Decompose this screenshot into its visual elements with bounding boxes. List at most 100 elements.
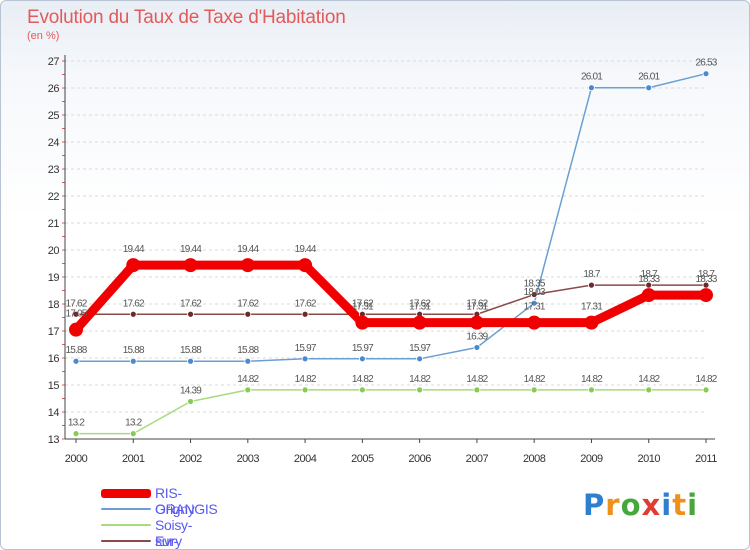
logo-letter: r [605, 488, 621, 522]
data-point [469, 315, 484, 330]
data-label: 17.05 [65, 309, 87, 320]
data-label: 14.82 [581, 374, 603, 385]
data-point [301, 386, 309, 394]
y-tick-label: 18 [48, 299, 60, 311]
logo-letter: i [661, 488, 673, 522]
data-label: 18.33 [695, 274, 717, 285]
x-tick-label: 2002 [179, 453, 202, 465]
x-tick-label: 2007 [466, 453, 489, 465]
proxiti-logo: Proxiti [583, 488, 698, 522]
y-tick-label: 19 [48, 272, 60, 284]
y-tick-label: 26 [48, 83, 60, 95]
data-label: 15.88 [237, 345, 259, 356]
x-tick-label: 2008 [523, 453, 546, 465]
y-tick-label: 22 [48, 191, 60, 203]
x-tick-label: 2000 [65, 453, 88, 465]
data-label: 18.7 [641, 269, 659, 280]
data-point [358, 386, 366, 394]
data-label: 17.31 [409, 302, 431, 313]
y-tick-label: 15 [48, 380, 60, 392]
y-tick-label: 24 [48, 137, 60, 149]
data-label: 17.62 [123, 298, 145, 309]
data-label: 17.31 [581, 302, 603, 313]
y-tick-label: 16 [48, 353, 60, 365]
data-label: 13.2 [68, 418, 86, 429]
x-tick-label: 2009 [580, 453, 603, 465]
data-point [72, 310, 80, 318]
data-point [126, 258, 141, 273]
data-label: 18.35 [524, 279, 546, 290]
data-label: 26.01 [638, 72, 660, 83]
data-label: 17.31 [524, 302, 546, 313]
data-label: 14.82 [237, 374, 259, 385]
data-label: 15.97 [295, 343, 317, 354]
data-label: 18.33 [638, 274, 660, 285]
data-label: 19.44 [295, 244, 317, 255]
data-label: 17.62 [180, 298, 202, 309]
data-label: 14.82 [466, 374, 488, 385]
data-point [298, 258, 313, 273]
data-label: 14.82 [295, 374, 317, 385]
series-line-evry [75, 284, 707, 316]
legend-label: Grigny [155, 501, 195, 517]
data-point [301, 310, 309, 318]
data-point [641, 288, 656, 303]
data-point [588, 84, 595, 92]
data-point [527, 315, 542, 330]
data-label: 14.82 [695, 374, 717, 385]
data-point [412, 315, 427, 330]
data-label: 16.39 [466, 331, 488, 342]
data-label: 15.88 [123, 345, 145, 356]
data-label: 19.44 [180, 244, 202, 255]
data-point [473, 386, 481, 394]
x-tick-label: 2006 [408, 453, 431, 465]
data-point [301, 355, 309, 363]
data-point [129, 357, 137, 365]
y-tick-label: 23 [48, 164, 60, 176]
data-point [530, 386, 538, 394]
legend-swatch [101, 508, 151, 510]
data-point [645, 84, 653, 92]
data-label: 14.82 [524, 374, 546, 385]
logo-letter: t [672, 488, 688, 522]
data-point [244, 386, 252, 394]
x-tick-label: 2005 [351, 453, 374, 465]
data-point [645, 386, 653, 394]
y-tick-label: 13 [48, 434, 60, 446]
legend-swatch [101, 488, 151, 498]
data-point [358, 355, 366, 363]
data-label: 15.88 [65, 345, 87, 356]
data-point [183, 258, 198, 273]
data-label: 14.39 [180, 385, 202, 396]
x-tick-label: 2001 [122, 453, 145, 465]
legend-swatch [101, 524, 151, 526]
data-label: 18.7 [583, 269, 601, 280]
chart-unit-label: (en %) [27, 30, 60, 42]
logo-letter: P [583, 488, 606, 522]
data-point [702, 70, 710, 78]
data-label: 18.7 [698, 269, 716, 280]
x-tick-label: 2011 [695, 453, 717, 465]
y-tick-label: 21 [48, 218, 60, 230]
data-label: 17.62 [409, 298, 431, 309]
data-label: 15.97 [409, 343, 431, 354]
data-point [702, 386, 710, 394]
data-label: 17.62 [237, 298, 259, 309]
data-point [72, 430, 80, 438]
data-label: 17.62 [352, 298, 374, 309]
y-tick-label: 14 [48, 407, 60, 419]
data-point [129, 310, 137, 318]
y-tick-label: 25 [48, 110, 60, 122]
y-tick-label: 20 [48, 245, 60, 257]
data-point [187, 357, 194, 365]
series-line-ris-orangis [71, 260, 711, 335]
data-point [187, 310, 194, 318]
data-label: 17.31 [466, 302, 488, 313]
data-point [416, 386, 424, 394]
data-label: 26.01 [581, 72, 603, 83]
data-point [530, 299, 538, 307]
data-point [699, 288, 713, 303]
data-point [244, 357, 252, 365]
data-label: 17.31 [352, 302, 374, 313]
